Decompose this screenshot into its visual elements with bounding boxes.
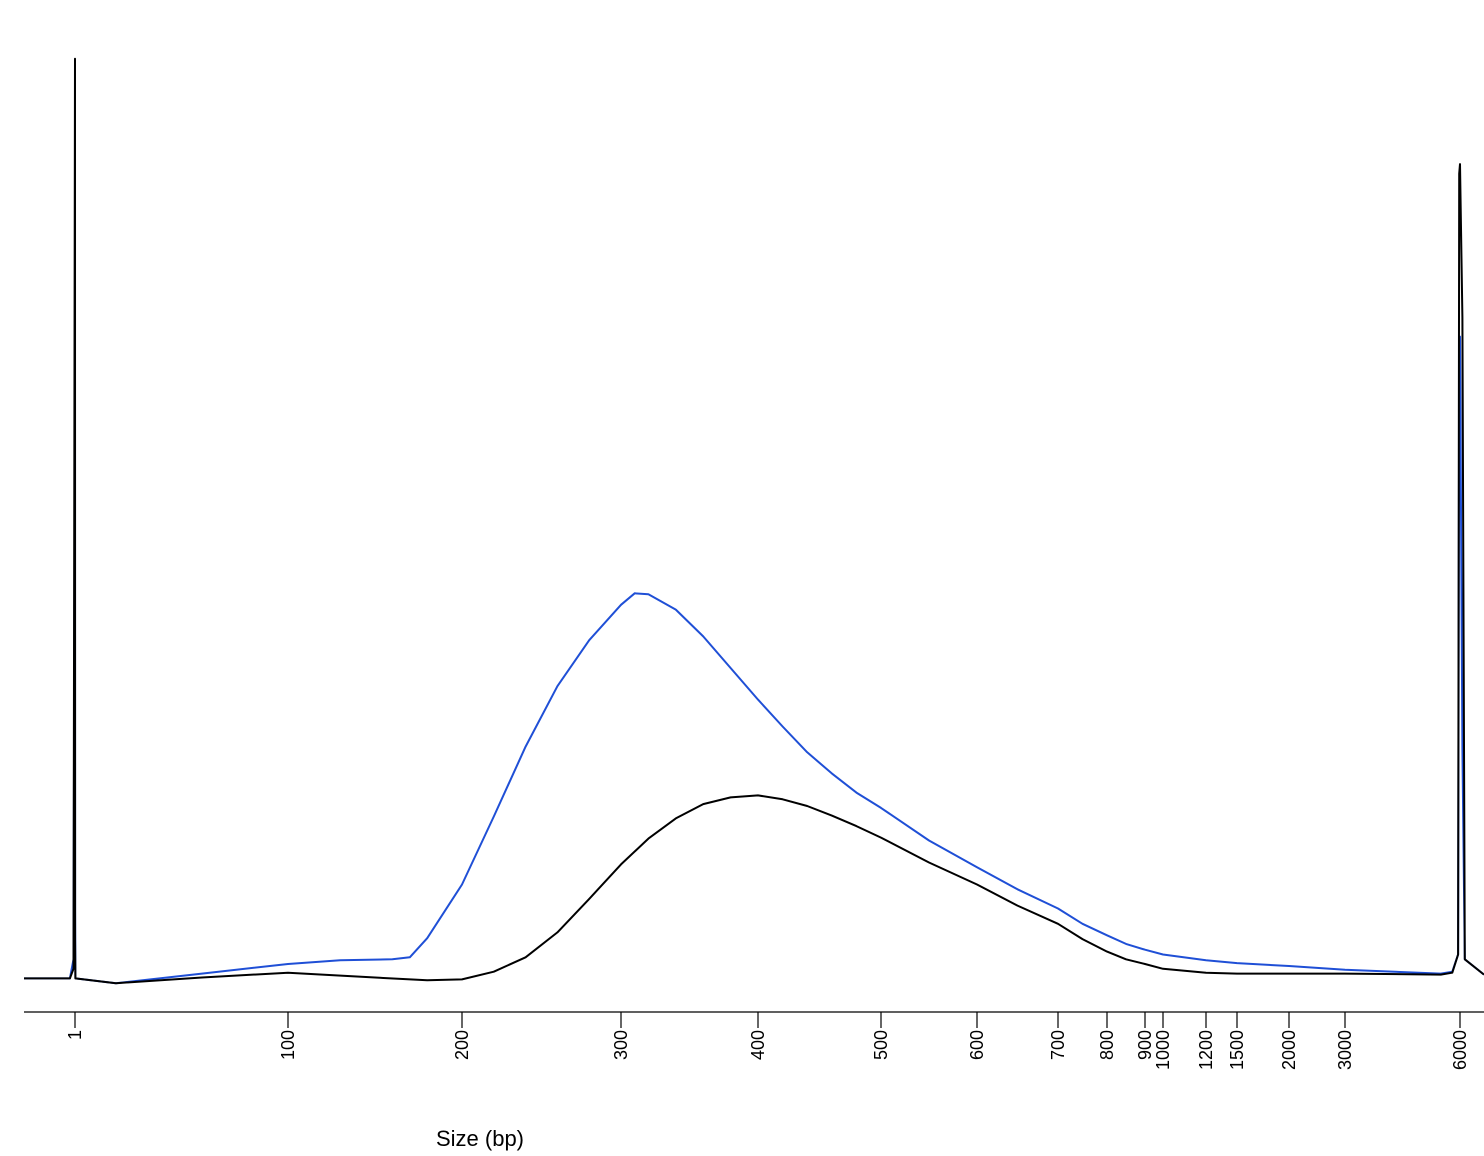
x-tick-label: 400	[748, 1030, 768, 1060]
x-tick-label: 500	[871, 1030, 891, 1060]
series-line-1	[24, 57, 1484, 985]
series-line-2	[24, 335, 1484, 985]
x-tick-label: 3000	[1335, 1030, 1355, 1070]
x-tick-label: 300	[611, 1030, 631, 1060]
x-tick-label: 1000	[1153, 1030, 1173, 1070]
x-tick-label: 1500	[1227, 1030, 1247, 1070]
x-tick-label: 6000	[1450, 1030, 1470, 1070]
x-axis-title: Size (bp)	[436, 1126, 524, 1151]
x-tick-label: 700	[1048, 1030, 1068, 1060]
x-tick-label: 900	[1135, 1030, 1155, 1060]
x-tick-label: 1200	[1196, 1030, 1216, 1070]
plot-area	[24, 57, 1484, 985]
x-tick-label: 2000	[1279, 1030, 1299, 1070]
x-tick-label: 600	[967, 1030, 987, 1060]
x-tick-label: 100	[278, 1030, 298, 1060]
x-tick-label: 1	[65, 1030, 85, 1040]
x-tick-label: 800	[1097, 1030, 1117, 1060]
x-tick-label: 200	[452, 1030, 472, 1060]
